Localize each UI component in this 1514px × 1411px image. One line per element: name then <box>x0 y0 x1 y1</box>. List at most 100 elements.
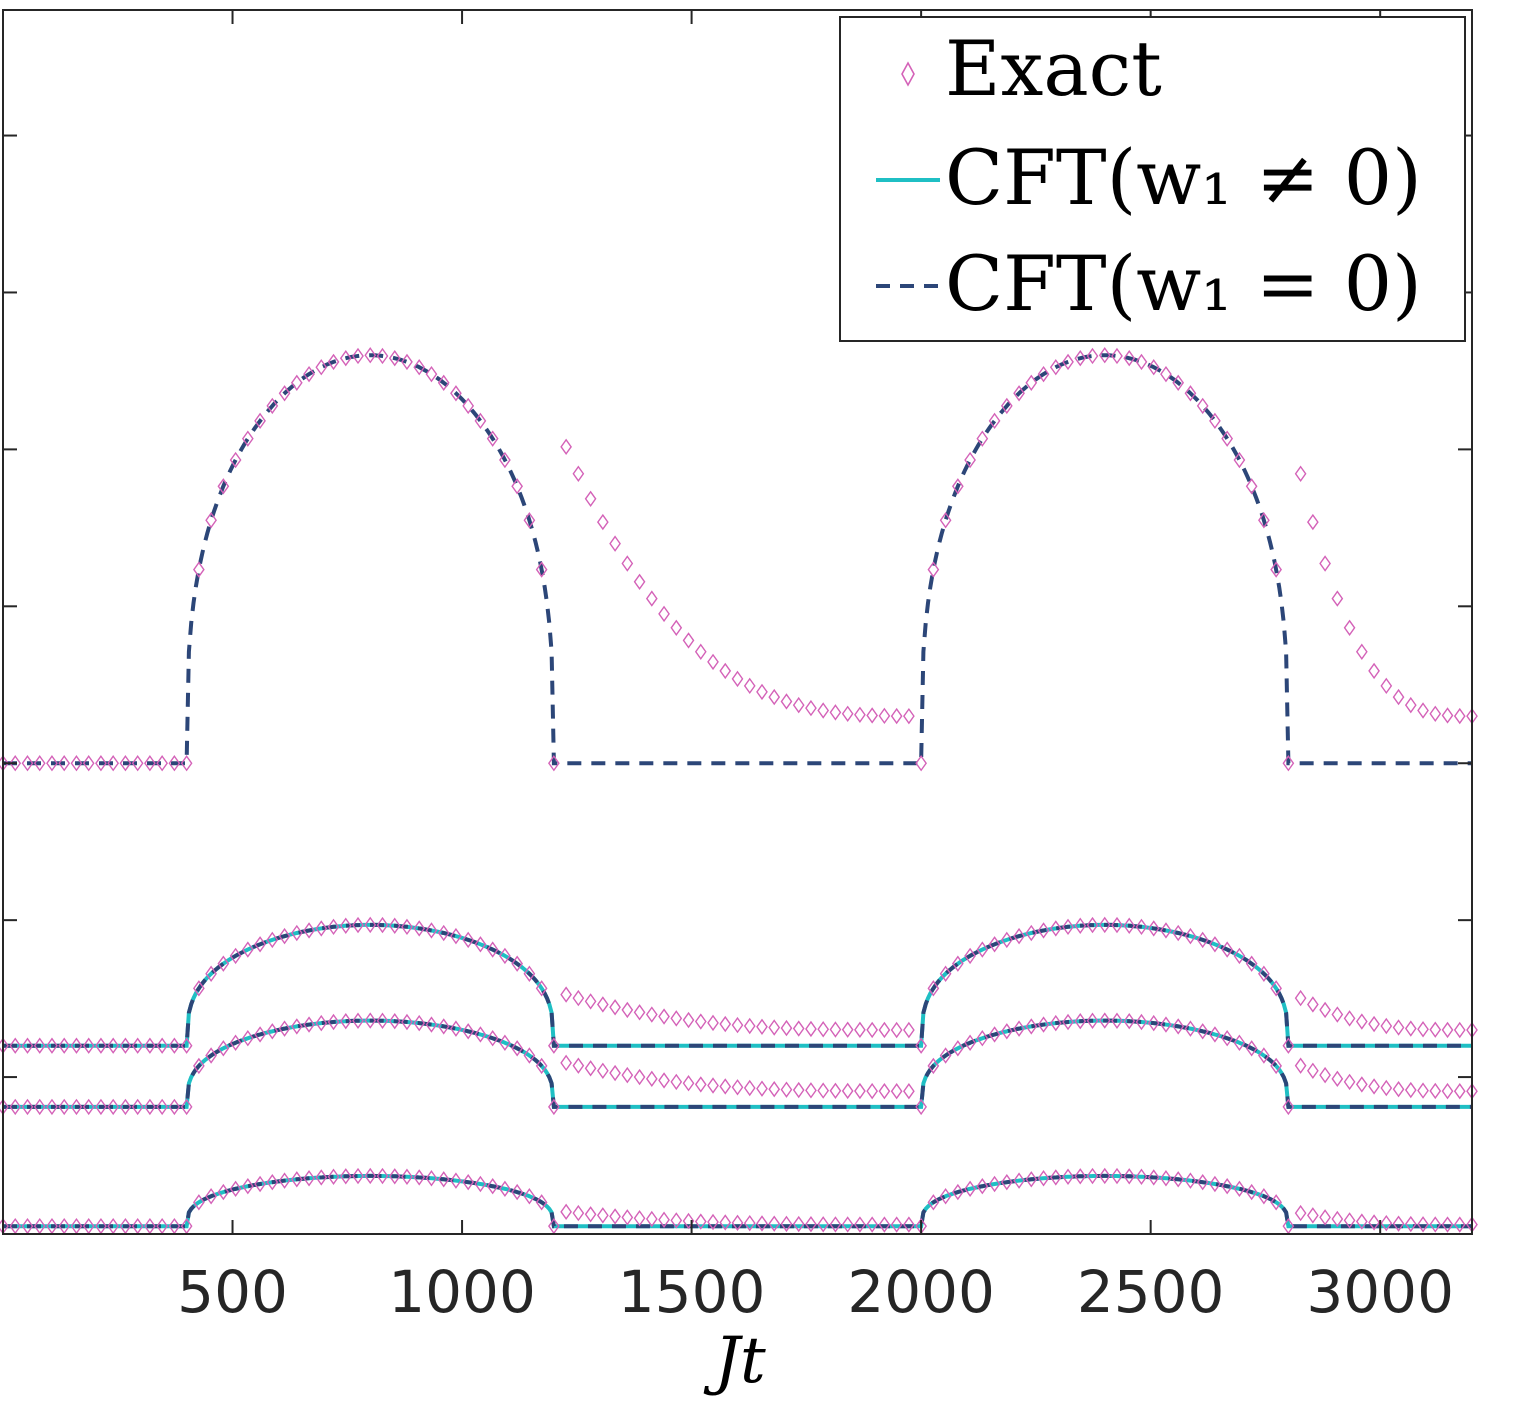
exact-marker <box>988 1175 1001 1193</box>
exact-marker <box>1000 1023 1013 1040</box>
exact-marker <box>633 1210 646 1227</box>
exact-marker <box>254 1175 266 1193</box>
exact-marker <box>670 1212 683 1229</box>
exact-marker <box>572 1057 585 1074</box>
exact-marker <box>1013 927 1025 945</box>
exact-marker <box>1147 920 1160 937</box>
exact-marker <box>1294 465 1307 482</box>
exact-marker <box>425 365 438 383</box>
exact-marker <box>327 1168 340 1185</box>
exact-marker <box>1392 1019 1405 1036</box>
exact-marker <box>829 1021 842 1038</box>
exact-marker <box>805 1082 817 1099</box>
exact-marker <box>131 1098 144 1116</box>
exact-marker <box>303 1170 315 1187</box>
exact-marker <box>180 1037 193 1054</box>
x-axis-title: Jt <box>703 1324 766 1398</box>
exact-marker <box>1343 1010 1356 1027</box>
exact-marker <box>486 1030 499 1047</box>
exact-marker <box>670 1073 683 1091</box>
exact-marker <box>951 478 964 495</box>
exact-marker <box>572 989 585 1007</box>
exact-marker <box>670 1010 683 1027</box>
exact-marker <box>1049 920 1062 937</box>
exact-marker <box>1013 385 1025 402</box>
exact-marker <box>939 512 952 529</box>
exact-marker <box>168 755 181 772</box>
x-tick-label: 2500 <box>1077 1258 1225 1326</box>
exact-marker <box>499 947 511 965</box>
exact-marker <box>878 1082 891 1100</box>
exact-marker <box>58 1037 71 1054</box>
exact-marker <box>572 465 585 482</box>
exact-marker <box>450 1020 462 1037</box>
exact-marker <box>645 1070 658 1088</box>
exact-marker <box>437 1018 450 1035</box>
exact-marker <box>731 670 744 688</box>
exact-marker <box>156 1098 169 1116</box>
exact-marker <box>719 662 732 680</box>
exact-marker <box>841 1216 854 1233</box>
exact-marker <box>499 1034 511 1051</box>
exact-marker <box>707 653 719 671</box>
exact-marker <box>290 374 303 391</box>
legend-box <box>839 16 1466 342</box>
exact-marker <box>1196 1023 1209 1040</box>
x-tick-label: 2000 <box>847 1258 995 1326</box>
exact-marker <box>1441 707 1454 724</box>
exact-marker <box>609 999 621 1016</box>
exact-marker <box>645 1006 658 1023</box>
exact-marker <box>1453 1216 1466 1233</box>
exact-marker <box>1172 924 1185 942</box>
exact-marker <box>866 1021 879 1039</box>
exact-marker <box>1294 1204 1307 1222</box>
exact-marker <box>352 916 364 934</box>
exact-marker <box>596 1062 609 1079</box>
exact-marker <box>119 755 132 772</box>
exact-marker <box>682 632 695 649</box>
exact-marker <box>780 1081 793 1098</box>
exact-marker <box>1184 1020 1197 1037</box>
exact-marker <box>792 1215 805 1233</box>
exact-marker <box>596 996 609 1013</box>
exact-marker <box>694 1213 707 1230</box>
exact-marker <box>976 430 989 447</box>
exact-markers-middle-low <box>0 1012 1478 1116</box>
exact-marker <box>976 1178 989 1195</box>
exact-marker <box>645 1210 658 1228</box>
exact-marker <box>890 1216 903 1233</box>
exact-marker <box>168 1098 181 1116</box>
exact-marker <box>805 699 817 717</box>
exact-marker <box>1221 430 1234 447</box>
exact-marker <box>450 927 462 945</box>
exact-marker <box>290 1018 303 1035</box>
exact-marker <box>878 1216 891 1233</box>
exact-marker <box>290 1171 303 1188</box>
exact-marker <box>1306 1062 1319 1079</box>
exact-marker <box>241 1178 254 1195</box>
exact-marker <box>743 1017 756 1035</box>
exact-marker <box>107 755 120 772</box>
exact-marker <box>1282 1037 1295 1054</box>
exact-marker <box>621 1066 634 1084</box>
exact-marker <box>474 936 487 953</box>
exact-marker <box>180 755 193 772</box>
exact-marker <box>707 1077 719 1094</box>
exact-marker <box>1270 561 1282 578</box>
exact-marker <box>376 916 389 934</box>
exact-marker <box>217 1040 230 1057</box>
exact-marker <box>1404 1020 1417 1037</box>
exact-marker <box>70 1037 83 1054</box>
exact-marker <box>1233 1034 1246 1051</box>
exact-marker <box>1025 924 1038 942</box>
exact-marker <box>1086 347 1099 365</box>
exact-marker <box>376 1012 389 1029</box>
exact-marker <box>21 1037 34 1054</box>
axes-layer: 500 1000 1500 2000 2500 3000 <box>2 9 1473 1326</box>
exact-marker <box>768 1019 781 1036</box>
exact-marker <box>315 1169 328 1186</box>
exact-marker <box>70 755 83 772</box>
exact-marker <box>841 1021 854 1038</box>
exact-marker <box>474 412 487 430</box>
